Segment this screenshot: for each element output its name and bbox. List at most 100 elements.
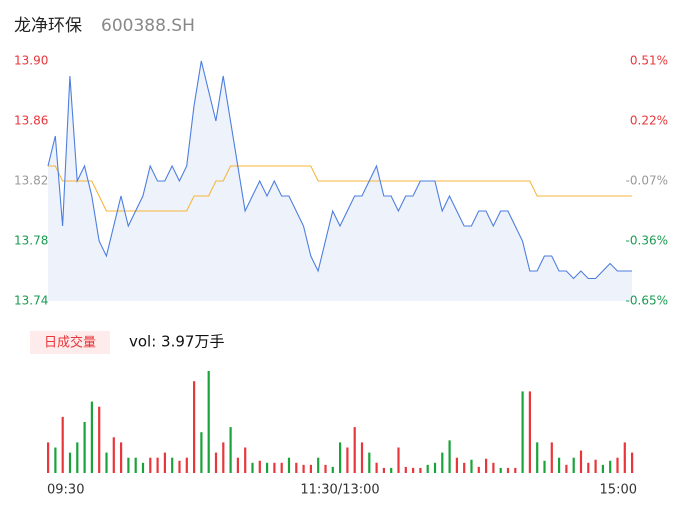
volume-bar	[506, 467, 510, 473]
y2-tick-label: 0.22%	[630, 114, 668, 128]
y2-tick-label: -0.07%	[626, 174, 668, 188]
volume-bar	[412, 467, 415, 473]
volume-bar	[353, 427, 356, 473]
volume-bar	[76, 442, 79, 473]
volume-bar	[536, 442, 539, 473]
average-line	[48, 165, 632, 212]
volume-bar	[419, 467, 422, 473]
volume-bar	[222, 442, 225, 473]
volume-bar	[178, 460, 181, 473]
volume-bar	[441, 452, 444, 473]
volume-bar	[309, 464, 312, 473]
volume-bar	[455, 457, 458, 473]
volume-bar	[47, 442, 50, 473]
volume-bar	[492, 462, 495, 473]
volume-bar	[185, 457, 188, 473]
volume-bar	[631, 452, 634, 473]
volume-bar	[236, 457, 239, 473]
volume-bar	[390, 467, 393, 473]
volume-bar	[90, 401, 93, 473]
volume-bar	[609, 460, 612, 473]
x-tick-label: 11:30/13:00	[300, 483, 379, 498]
volume-bar	[98, 406, 101, 473]
volume-bar	[163, 452, 166, 473]
volume-bar	[193, 381, 196, 473]
volume-bar	[280, 462, 283, 473]
volume-bar	[339, 442, 342, 473]
volume-bar	[470, 459, 473, 473]
y-tick-label: 13.74	[14, 294, 48, 308]
volume-bar	[514, 467, 517, 473]
volume-bar	[324, 464, 327, 473]
volume-bar	[200, 432, 203, 473]
y2-tick-label: -0.36%	[626, 234, 668, 248]
volume-legend-box	[30, 331, 110, 354]
volume-bar	[214, 452, 218, 473]
volume-bar	[287, 457, 291, 473]
volume-bar	[171, 457, 174, 473]
stock-code: 600388.SH	[101, 16, 195, 36]
volume-bar	[558, 457, 561, 473]
volume-bar	[266, 462, 269, 473]
volume-bar	[141, 462, 145, 473]
volume-bar	[594, 459, 597, 473]
volume-bar	[565, 464, 568, 473]
volume-bar	[499, 467, 502, 473]
volume-bar	[112, 437, 115, 473]
volume-bar	[521, 391, 524, 473]
volume-bar	[623, 442, 626, 473]
volume-bar	[426, 464, 429, 473]
volume-bar	[433, 462, 437, 473]
price-area	[48, 61, 632, 301]
volume-bar	[550, 442, 553, 473]
volume-bar	[346, 447, 349, 473]
volume-bar	[463, 462, 466, 473]
volume-bar	[244, 447, 247, 473]
x-tick-label: 09:30	[47, 483, 84, 498]
y-tick-label: 13.90	[14, 54, 48, 68]
y-tick-label: 13.86	[14, 114, 48, 128]
volume-bar	[61, 416, 64, 473]
volume-bar	[448, 440, 451, 473]
volume-bar	[616, 457, 619, 473]
volume-bar	[127, 457, 130, 473]
volume-bar	[331, 466, 334, 473]
volume-bar	[273, 462, 276, 473]
volume-bar	[477, 466, 480, 473]
price-line	[47, 60, 632, 280]
y-tick-label: 13.82	[14, 174, 48, 188]
volume-bar	[397, 447, 400, 473]
volume-bar	[68, 452, 72, 473]
volume-bar	[375, 462, 378, 473]
volume-bar	[360, 442, 364, 473]
volume-bar	[368, 452, 371, 473]
stock-name: 龙净环保	[14, 16, 82, 36]
volume-bar	[528, 391, 531, 473]
volume-bar	[207, 371, 210, 473]
x-tick-label: 15:00	[600, 483, 637, 498]
volume-bar	[601, 464, 604, 473]
volume-bar	[572, 457, 575, 473]
volume-bar	[485, 458, 488, 473]
volume-bar	[258, 460, 261, 473]
volume-bar	[579, 450, 583, 473]
volume-bar	[54, 447, 57, 473]
volume-bar	[317, 457, 320, 473]
volume-bar	[120, 442, 123, 473]
y2-tick-label: -0.65%	[626, 294, 668, 308]
y2-tick-label: 0.51%	[630, 54, 668, 68]
volume-bar	[302, 464, 305, 473]
volume-bar	[251, 462, 254, 473]
volume-summary: vol: 3.97万手	[129, 333, 224, 351]
volume-bar	[543, 460, 546, 473]
volume-bar	[382, 467, 385, 473]
y-tick-label: 13.78	[14, 234, 48, 248]
volume-bar	[404, 466, 407, 473]
volume-bar	[229, 427, 232, 473]
volume-legend: 日成交量	[44, 335, 96, 351]
volume-bar	[105, 452, 108, 473]
volume-bar	[295, 462, 298, 473]
volume-bar	[156, 457, 159, 473]
volume-bar	[134, 457, 137, 473]
